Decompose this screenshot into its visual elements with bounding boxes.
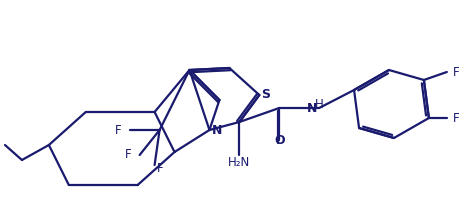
Text: O: O xyxy=(274,134,284,147)
Text: F: F xyxy=(453,111,460,125)
Text: H₂N: H₂N xyxy=(228,157,250,169)
Text: N: N xyxy=(212,124,222,136)
Text: H: H xyxy=(315,98,324,111)
Text: F: F xyxy=(157,162,163,175)
Text: F: F xyxy=(125,149,132,162)
Text: F: F xyxy=(453,65,460,79)
Text: S: S xyxy=(261,88,270,102)
Text: F: F xyxy=(115,124,122,136)
Text: N: N xyxy=(307,102,317,115)
